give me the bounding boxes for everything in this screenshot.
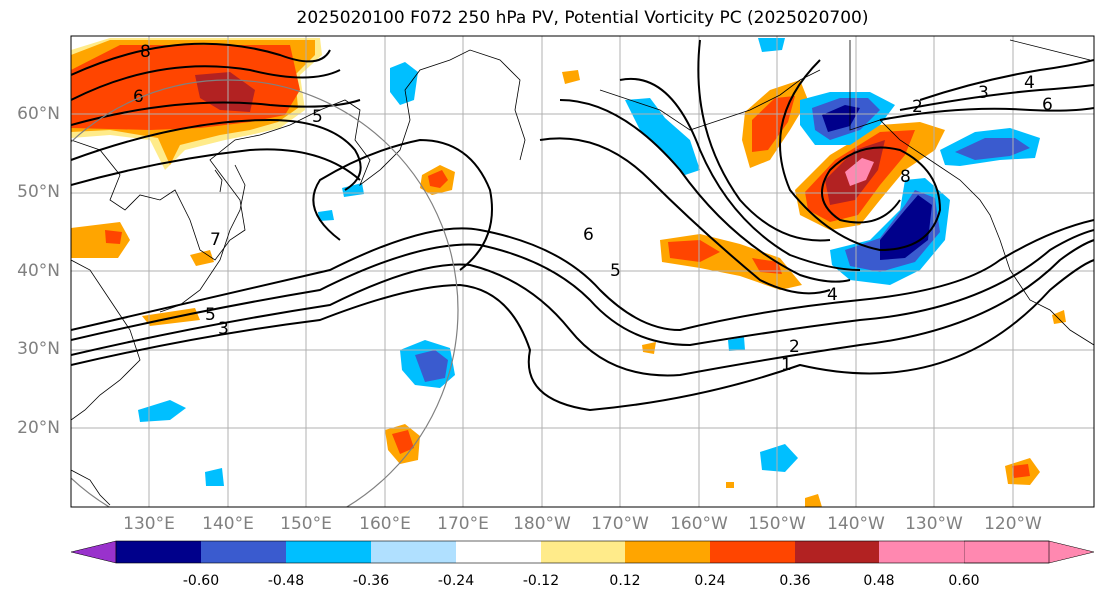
latitude-label: 30°N <box>17 339 60 359</box>
colorbar-segment <box>541 541 625 563</box>
contour-label: 2 <box>912 97 923 117</box>
longitude-label: 120°W <box>984 514 1042 534</box>
longitude-label: 170°E <box>437 514 489 534</box>
contour-label: 2 <box>789 337 800 357</box>
longitude-label: 180°W <box>513 514 571 534</box>
longitude-label: 140°E <box>202 514 254 534</box>
colorbar-tick-label: -0.12 <box>522 573 560 589</box>
contour-label: 5 <box>610 261 621 281</box>
colorbar-tick-label: -0.60 <box>182 573 220 589</box>
latitude-label: 20°N <box>17 418 60 438</box>
contour-label: 3 <box>218 319 229 339</box>
colorbar-tick-label: 0.60 <box>948 573 980 589</box>
contour-label: 8 <box>140 42 151 62</box>
colorbar-segment <box>116 541 201 563</box>
colorbar-segment <box>371 541 456 563</box>
colorbar-tick-label: -0.36 <box>352 573 390 589</box>
longitude-label: 150°W <box>748 514 806 534</box>
map-frame <box>70 35 1095 508</box>
longitude-label: 170°W <box>591 514 649 534</box>
contour-label: 6 <box>1042 95 1053 115</box>
latitude-label: 50°N <box>17 182 60 202</box>
latitude-label: 40°N <box>17 261 60 281</box>
colorbar-tick-label: -0.24 <box>437 573 475 589</box>
colorbar-segment <box>710 541 795 563</box>
contour-label: 6 <box>133 87 144 107</box>
contour-label: 7 <box>210 230 221 250</box>
colorbar-extend-left <box>70 540 117 564</box>
contour-label: 5 <box>205 305 216 325</box>
colorbar-tick-label: 0.36 <box>779 573 811 589</box>
contour-label: 6 <box>583 225 594 245</box>
longitude-label: 160°W <box>670 514 728 534</box>
latitude-label: 60°N <box>17 104 60 124</box>
graticule <box>71 36 1094 507</box>
longitude-label: 130°W <box>905 514 963 534</box>
coastlines <box>71 39 1094 506</box>
contour-label: 1 <box>781 355 792 375</box>
pv-contours <box>71 39 1094 412</box>
colorbar-segment <box>201 541 286 563</box>
range-circle <box>71 79 459 507</box>
contour-label: 4 <box>1024 73 1035 93</box>
colorbar-tick-label: 0.24 <box>694 573 726 589</box>
longitude-label: 140°W <box>827 514 885 534</box>
contour-label: 5 <box>312 107 323 127</box>
map-title: 2025020100 F072 250 hPa PV, Potential Vo… <box>296 8 869 28</box>
colorbar-segment <box>879 541 964 563</box>
longitude-label: 160°E <box>359 514 411 534</box>
longitude-label: 130°E <box>123 514 175 534</box>
colorbar-tick-label: 0.48 <box>863 573 895 589</box>
longitude-label: 150°E <box>280 514 332 534</box>
map-area: 8 6 5 7 5 3 6 5 4 2 1 2 3 4 6 8 <box>71 36 1094 507</box>
negative-anomaly-shading <box>138 38 1040 486</box>
colorbar-segment <box>625 541 710 563</box>
positive-anomaly-shading <box>71 38 1066 507</box>
contour-labels: 8 6 5 7 5 3 6 5 4 2 1 2 3 4 6 8 <box>133 42 1053 375</box>
contour-label: 3 <box>978 83 989 103</box>
colorbar <box>70 540 1095 564</box>
contour-label: 4 <box>827 285 838 305</box>
colorbar-segment <box>456 541 541 563</box>
colorbar-extend-right <box>963 540 1095 564</box>
colorbar-segment <box>286 541 371 563</box>
colorbar-tick-label: 0.12 <box>609 573 641 589</box>
colorbar-tick-label: -0.48 <box>267 573 305 589</box>
contour-label: 8 <box>900 167 911 187</box>
colorbar-segment <box>795 541 879 563</box>
